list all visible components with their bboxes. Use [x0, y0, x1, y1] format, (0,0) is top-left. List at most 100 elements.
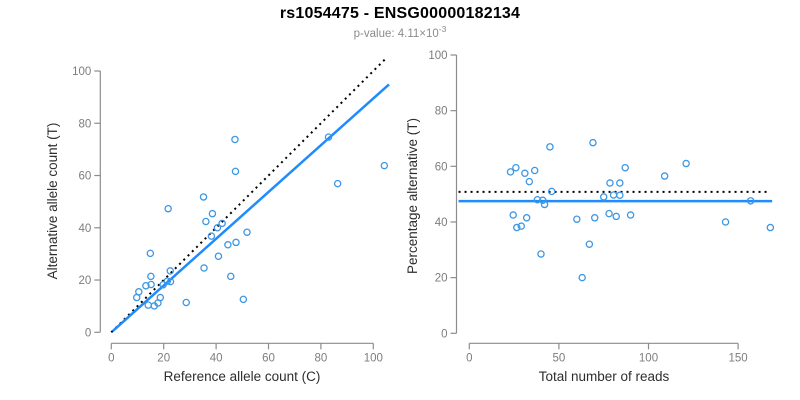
data-point	[522, 214, 531, 222]
data-point	[224, 241, 232, 249]
data-point	[530, 166, 539, 175]
x-axis-title: Total number of reads	[539, 369, 670, 384]
x-tick-label: 50	[553, 352, 566, 364]
data-point	[660, 172, 669, 180]
data-point	[517, 222, 526, 230]
data-point	[213, 224, 222, 232]
data-point	[616, 191, 624, 200]
data-point	[231, 135, 239, 144]
data-point	[163, 277, 172, 285]
x-tick-label: 100	[364, 352, 383, 364]
data-point	[231, 167, 240, 176]
data-points	[132, 133, 389, 310]
data-point	[227, 272, 235, 281]
data-point	[512, 163, 520, 172]
left-plot: 0 20 40 60 80 100 0 20 40 60 80 100 Reference allele…	[45, 56, 390, 384]
data-point	[609, 191, 618, 199]
x-tick-label: 0	[466, 352, 472, 364]
data-point	[147, 272, 155, 281]
data-point	[214, 252, 223, 261]
y-axis-title: Percentage alternative (T)	[405, 118, 420, 274]
data-point	[533, 195, 542, 204]
data-point	[166, 267, 174, 275]
data-point	[621, 163, 629, 172]
data-point	[509, 211, 517, 219]
data-point	[589, 138, 597, 147]
data-point	[539, 196, 547, 205]
data-point	[166, 277, 175, 286]
data-point	[146, 249, 155, 258]
y-tick-label: 20	[79, 275, 92, 287]
data-point	[199, 193, 208, 201]
data-point	[578, 273, 586, 282]
data-point	[746, 197, 755, 205]
data-point	[721, 218, 730, 226]
data-point	[164, 204, 172, 213]
data-point	[573, 215, 581, 223]
data-point	[239, 295, 248, 304]
data-point	[766, 223, 775, 232]
data-point	[547, 187, 556, 196]
data-point	[606, 179, 614, 187]
x-tick-label: 80	[315, 352, 328, 364]
x-axis-title: Reference allele count (C)	[164, 369, 321, 384]
y-axis-title: Alternative allele count (T)	[45, 123, 60, 280]
y-tick-label: 0	[85, 327, 91, 339]
data-point	[324, 133, 333, 141]
data-point	[537, 250, 545, 258]
data-point	[159, 280, 167, 289]
data-point	[599, 193, 608, 201]
data-point	[182, 298, 190, 307]
data-point	[200, 264, 208, 272]
data-point	[521, 169, 529, 178]
data-point	[616, 179, 624, 187]
x-tick-label: 100	[639, 352, 658, 364]
data-point	[208, 209, 217, 218]
y-tick-label: 80	[79, 118, 92, 130]
y-tick-label: 40	[79, 223, 92, 235]
y-tick-label: 60	[435, 161, 448, 173]
y-tick-label: 0	[441, 328, 447, 340]
data-point	[207, 232, 216, 240]
data-point	[243, 228, 251, 236]
data-point	[147, 280, 155, 289]
fit-line	[111, 83, 390, 333]
x-tick-label: 20	[157, 352, 170, 364]
data-point	[540, 200, 549, 209]
y-tick-label: 100	[72, 66, 91, 78]
data-point	[682, 159, 690, 168]
figure-subtitle: p-value: 4.11×10-3	[0, 24, 800, 40]
data-point	[626, 211, 635, 219]
data-point	[218, 219, 226, 228]
data-point	[380, 161, 389, 170]
data-point	[612, 212, 620, 221]
data-point	[154, 299, 162, 307]
pvalue-base: 4.11×10	[397, 27, 439, 40]
data-point	[232, 238, 240, 247]
data-point	[585, 240, 594, 248]
x-tick-label: 0	[108, 352, 114, 364]
data-point	[525, 177, 534, 186]
data-point	[605, 209, 613, 218]
right-plot: 0 20 40 60 80 100 0 50 100 150 Total number of rea…	[405, 50, 775, 384]
data-point	[546, 143, 554, 151]
y-tick-label: 100	[428, 50, 447, 62]
y-tick-label: 80	[435, 106, 448, 118]
pvalue-exponent: -3	[438, 24, 447, 34]
y-tick-label: 40	[435, 217, 448, 229]
data-point	[144, 301, 152, 309]
figure-title: rs1054475 - ENSG00000182134	[279, 5, 521, 22]
data-point	[135, 288, 143, 296]
y-tick-label: 60	[79, 171, 92, 183]
x-tick-label: 150	[729, 352, 748, 364]
data-point	[590, 214, 599, 222]
x-tick-label: 60	[262, 352, 275, 364]
data-points	[506, 138, 775, 282]
data-point	[142, 282, 150, 290]
pvalue-label: p-value:	[353, 27, 398, 40]
x-tick-label: 40	[210, 352, 223, 364]
y-tick-label: 20	[435, 273, 448, 285]
identity-line	[110, 56, 388, 334]
data-point	[333, 179, 342, 188]
